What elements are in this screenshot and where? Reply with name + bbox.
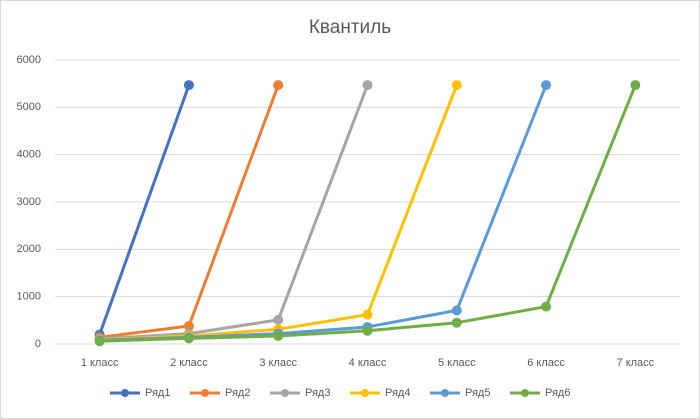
data-point: [362, 309, 373, 320]
y-tick-label: 3000: [17, 196, 41, 208]
legend-marker: [441, 389, 449, 397]
legend-marker: [521, 389, 529, 397]
data-point: [451, 80, 462, 91]
data-point: [451, 317, 462, 328]
data-point: [273, 330, 284, 341]
x-tick-label: 4 класс: [349, 357, 387, 369]
y-tick-label: 2000: [17, 243, 41, 255]
legend-marker: [121, 389, 129, 397]
legend-label: Ряд5: [465, 387, 490, 399]
chart-title: Квантиль: [309, 17, 391, 38]
data-point: [183, 333, 194, 344]
legend-label: Ряд6: [545, 387, 570, 399]
data-point: [541, 301, 552, 312]
legend-marker: [361, 389, 369, 397]
data-point: [183, 80, 194, 91]
y-tick-label: 1000: [17, 291, 41, 303]
data-point: [451, 305, 462, 316]
x-tick-label: 2 класс: [170, 357, 208, 369]
data-point: [362, 80, 373, 91]
data-point: [541, 80, 552, 91]
data-point: [630, 80, 641, 91]
y-tick-label: 5000: [17, 101, 41, 113]
x-tick-label: 5 класс: [438, 357, 476, 369]
x-tick-label: 1 класс: [81, 357, 119, 369]
legend-label: Ряд1: [145, 387, 170, 399]
legend-label: Ряд4: [385, 387, 410, 399]
data-point: [273, 314, 284, 325]
legend-marker: [281, 389, 289, 397]
y-tick-label: 4000: [17, 149, 41, 161]
legend-label: Ряд2: [225, 387, 250, 399]
data-point: [273, 80, 284, 91]
x-tick-label: 3 класс: [259, 357, 297, 369]
x-tick-label: 7 класс: [617, 357, 655, 369]
legend-label: Ряд3: [305, 387, 330, 399]
data-point: [362, 325, 373, 336]
y-tick-label: 6000: [17, 54, 41, 66]
data-point: [94, 336, 105, 347]
series-line: [99, 84, 369, 341]
legend-marker: [201, 389, 209, 397]
y-tick-label: 0: [35, 338, 41, 350]
series-line: [98, 84, 191, 336]
x-tick-label: 6 класс: [527, 357, 565, 369]
